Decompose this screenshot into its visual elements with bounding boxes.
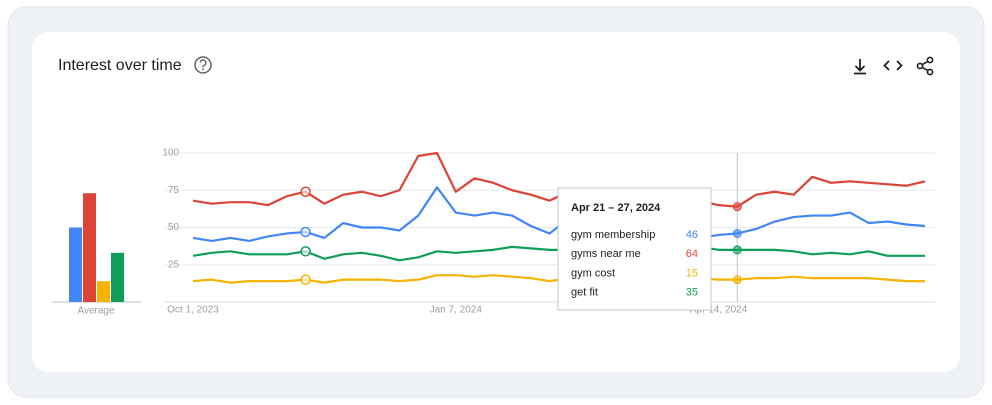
tooltip-value: 46 [686, 229, 698, 241]
highlight-ring [300, 246, 311, 257]
hover-point [732, 228, 742, 238]
download-icon[interactable] [854, 59, 866, 75]
tooltip-value: 64 [686, 248, 698, 260]
tooltip-box [557, 187, 712, 311]
plot-area: 25 50 75 100 Oct 1, 2023 Jan 7, 2024 Apr 14, 2… [52, 148, 935, 317]
embed-icon[interactable] [883, 60, 903, 71]
tooltip-name: gyms near me [571, 248, 641, 260]
tooltip-value: 15 [686, 267, 698, 279]
hover-point [732, 202, 742, 212]
tooltip-title: Apr 21 – 27, 2024 [571, 202, 661, 214]
hover-point [732, 245, 742, 255]
average-bar [83, 193, 96, 302]
highlight-ring [300, 226, 311, 238]
y-tick-label: 50 [168, 222, 180, 233]
help-icon[interactable] [194, 56, 212, 74]
tooltip-name: gym membership [571, 229, 655, 241]
hover-point [732, 275, 742, 285]
tooltip: Apr 21 – 27, 2024 gym membership 46 gyms ne… [557, 187, 712, 311]
average-label: Average [77, 306, 115, 317]
highlight-ring [300, 274, 311, 285]
average-bar [69, 227, 82, 302]
average-bar [97, 281, 110, 302]
tooltip-name: gym cost [571, 267, 615, 279]
tooltip-value: 35 [686, 287, 698, 299]
x-tick-label: Apr 14, 2024 [690, 305, 748, 316]
card-title: Interest over time [58, 57, 182, 74]
share-icon[interactable] [916, 56, 934, 76]
x-tick-label: Oct 1, 2023 [167, 305, 219, 316]
x-tick-label: Jan 7, 2024 [430, 305, 483, 316]
y-tick-label: 25 [168, 259, 180, 270]
average-bar [111, 252, 124, 302]
highlight-ring [300, 186, 311, 197]
y-tick-label: 100 [162, 148, 179, 159]
card [32, 32, 960, 372]
tooltip-name: get fit [571, 287, 598, 299]
y-tick-label: 75 [168, 185, 180, 196]
